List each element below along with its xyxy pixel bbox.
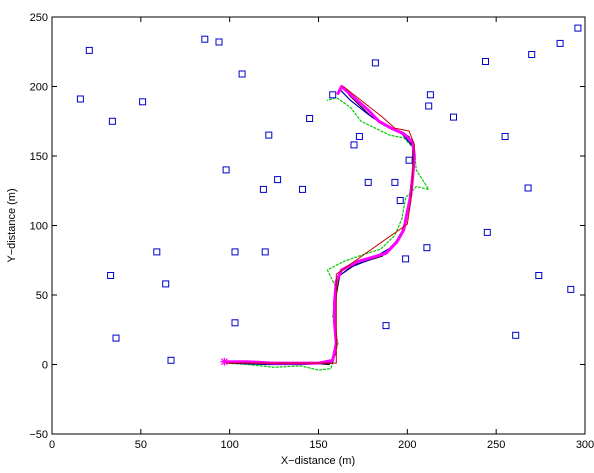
x-tick-label: 50 bbox=[135, 439, 147, 451]
landmark-marker bbox=[261, 248, 269, 256]
y-tick-label: 0 bbox=[42, 360, 48, 372]
landmark-marker bbox=[265, 131, 273, 139]
y-tick-label: 250 bbox=[30, 12, 48, 24]
landmark-marker bbox=[153, 248, 161, 256]
landmark-marker bbox=[139, 98, 147, 106]
series-estimate bbox=[222, 85, 416, 365]
landmark-marker bbox=[350, 141, 358, 149]
start-marker bbox=[220, 357, 229, 366]
landmark-marker bbox=[222, 166, 230, 174]
landmark-marker bbox=[426, 91, 434, 99]
landmark-marker bbox=[299, 185, 306, 193]
x-tick-label: 0 bbox=[49, 439, 55, 451]
landmark-marker bbox=[85, 46, 93, 54]
landmark-marker bbox=[76, 95, 84, 103]
landmark-marker bbox=[482, 58, 489, 65]
x-tick-label: 250 bbox=[487, 439, 505, 451]
landmark-marker bbox=[556, 39, 564, 47]
landmark-marker bbox=[535, 272, 543, 279]
y-tick-label: 50 bbox=[36, 290, 48, 302]
landmark-marker bbox=[201, 35, 209, 43]
landmark-marker bbox=[396, 197, 404, 204]
landmark-marker bbox=[501, 133, 509, 140]
landmark-marker bbox=[107, 272, 115, 279]
x-tick-label: 200 bbox=[398, 439, 416, 451]
y-axis-label: Y−distance (m) bbox=[6, 188, 18, 262]
series-layer bbox=[220, 85, 430, 371]
x-axis-label: X−distance (m) bbox=[281, 455, 355, 467]
landmark-marker bbox=[231, 248, 239, 256]
y-tick-label: 150 bbox=[30, 151, 48, 163]
landmark-marker bbox=[391, 178, 399, 186]
landmark-marker bbox=[483, 228, 491, 236]
landmark-marker bbox=[382, 322, 390, 330]
plot-area bbox=[51, 16, 586, 435]
landmark-marker bbox=[112, 334, 120, 342]
landmark-marker bbox=[567, 285, 575, 293]
landmark-marker bbox=[528, 51, 536, 58]
series-true-path bbox=[223, 86, 415, 364]
landmark-marker bbox=[274, 176, 282, 184]
landmark-marker bbox=[231, 319, 239, 327]
landmark-marker bbox=[167, 356, 175, 364]
landmark-marker bbox=[306, 115, 314, 122]
landmark-marker bbox=[512, 331, 520, 339]
landmark-marker bbox=[259, 185, 267, 193]
x-tick-label: 300 bbox=[576, 439, 594, 451]
landmark-layer bbox=[76, 24, 582, 364]
y-tick-label: −50 bbox=[29, 429, 48, 441]
x-tick-label: 150 bbox=[309, 439, 327, 451]
landmark-marker bbox=[574, 24, 582, 32]
landmark-marker bbox=[524, 184, 532, 192]
landmark-marker bbox=[423, 244, 431, 252]
landmark-marker bbox=[215, 38, 223, 46]
landmark-marker bbox=[450, 113, 457, 121]
landmark-marker bbox=[371, 59, 379, 67]
landmark-marker bbox=[162, 280, 170, 288]
landmark-marker bbox=[425, 102, 433, 110]
landmark-marker bbox=[329, 91, 337, 99]
landmark-marker bbox=[108, 117, 116, 125]
landmark-marker bbox=[402, 255, 410, 263]
landmark-marker bbox=[238, 70, 246, 78]
landmark-marker bbox=[364, 178, 372, 186]
x-tick-label: 100 bbox=[220, 439, 238, 451]
landmark-marker bbox=[405, 156, 413, 164]
y-tick-label: 100 bbox=[30, 221, 48, 233]
landmark-marker bbox=[355, 133, 363, 140]
y-tick-label: 200 bbox=[30, 82, 48, 94]
